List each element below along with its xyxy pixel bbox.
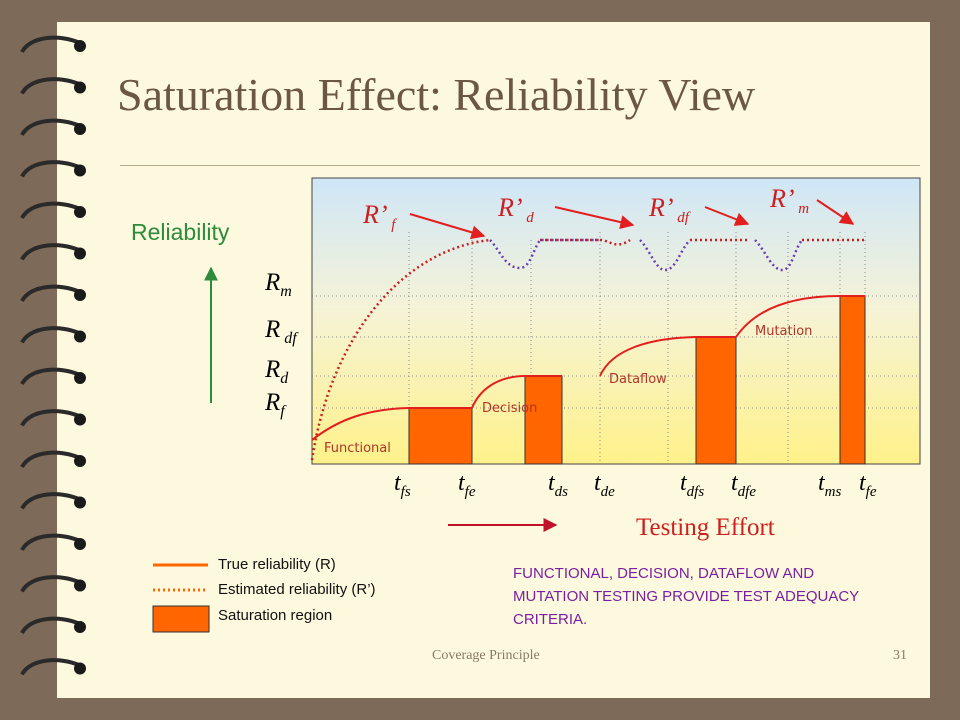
adequacy-note: FUNCTIONAL, DECISION, DATAFLOW AND MUTAT… [513,565,859,628]
time-label-tfe: tfe [458,470,476,500]
testing-effort-label: Testing Effort [636,514,775,541]
time-label-tds: tds [548,470,569,500]
level-label-rdf: R df [265,316,297,347]
binder-ring [20,118,86,137]
saturation-dataflow [695,336,737,465]
binder-ring [20,658,86,676]
page-number: 31 [893,648,907,663]
estimate-label-rm: R’ m [770,184,810,218]
level-label-rf: Rf [265,389,285,420]
legend-saturation-swatch [152,605,210,633]
binder-ring [20,367,86,386]
legend-estimated-label: Estimated reliability (R’) [218,581,376,598]
binder-ring [20,77,86,95]
binder-ring [20,575,86,593]
reliability-axis-label: Reliability [131,219,230,245]
title-divider [120,165,920,166]
estimate-label-rd: R’ d [498,193,534,227]
stage-label-mutation: Mutation [755,324,813,339]
estimated-reliability-curve [310,238,865,461]
level-gridlines [312,295,920,409]
estimate-label-rdf: R’ df [649,193,689,227]
binder-ring [20,243,86,261]
level-label-rm: Rm [265,269,292,300]
time-label-tdfs: tdfs [680,470,705,500]
binder-ring [20,160,86,178]
saturation-decision [524,375,563,465]
binder-ring [20,409,86,427]
binder-ring [20,533,86,552]
stage-label-dataflow: Dataflow [609,372,667,387]
level-label-rd: Rd [265,356,289,387]
binder-ring [20,35,86,54]
legend-saturation-label: Saturation region [218,607,333,624]
stage-label-functional: Functional [324,441,391,456]
binder-rings-svg [20,35,86,676]
binder-ring [20,492,86,510]
binder-ring [20,284,86,303]
time-label-tms: tms [818,470,842,500]
time-label-tde: tde [594,470,615,500]
time-label-tfs: tfs [394,470,411,500]
estimate-label-rf: R’ f [363,200,396,234]
estimate-arrows [409,199,855,240]
legend-true-label: True reliability (R) [218,556,336,573]
binder-ring [20,326,86,344]
saturation-functional [408,407,473,465]
slide-title: Saturation Effect: Reliability View [117,69,756,120]
binder-ring [20,616,86,635]
stage-label-decision: Decision [482,401,538,416]
binder-ring [20,201,86,220]
time-label-tfe-mutation: tfe [859,470,877,500]
binder-ring [20,450,86,469]
true-reliability-curve [311,295,865,441]
footer-title: Coverage Principle [432,648,540,663]
time-label-tdfe: tdfe [731,470,756,500]
saturation-mutation [839,295,866,465]
